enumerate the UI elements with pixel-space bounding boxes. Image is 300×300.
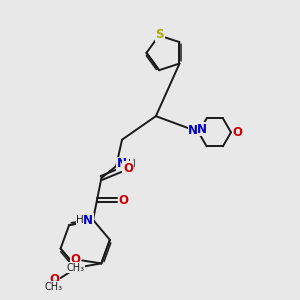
Text: O: O [123, 162, 133, 175]
Text: O: O [232, 126, 242, 139]
Text: H: H [128, 159, 135, 169]
Text: N: N [83, 214, 93, 227]
Text: S: S [155, 28, 164, 41]
Text: N: N [197, 123, 207, 136]
Text: O: O [118, 194, 128, 207]
Text: O: O [71, 253, 81, 266]
Text: CH₃: CH₃ [67, 263, 85, 273]
Text: N: N [188, 124, 198, 137]
Text: H: H [76, 215, 84, 225]
Text: O: O [49, 273, 59, 286]
Text: N: N [116, 157, 126, 170]
Text: CH₃: CH₃ [45, 282, 63, 292]
